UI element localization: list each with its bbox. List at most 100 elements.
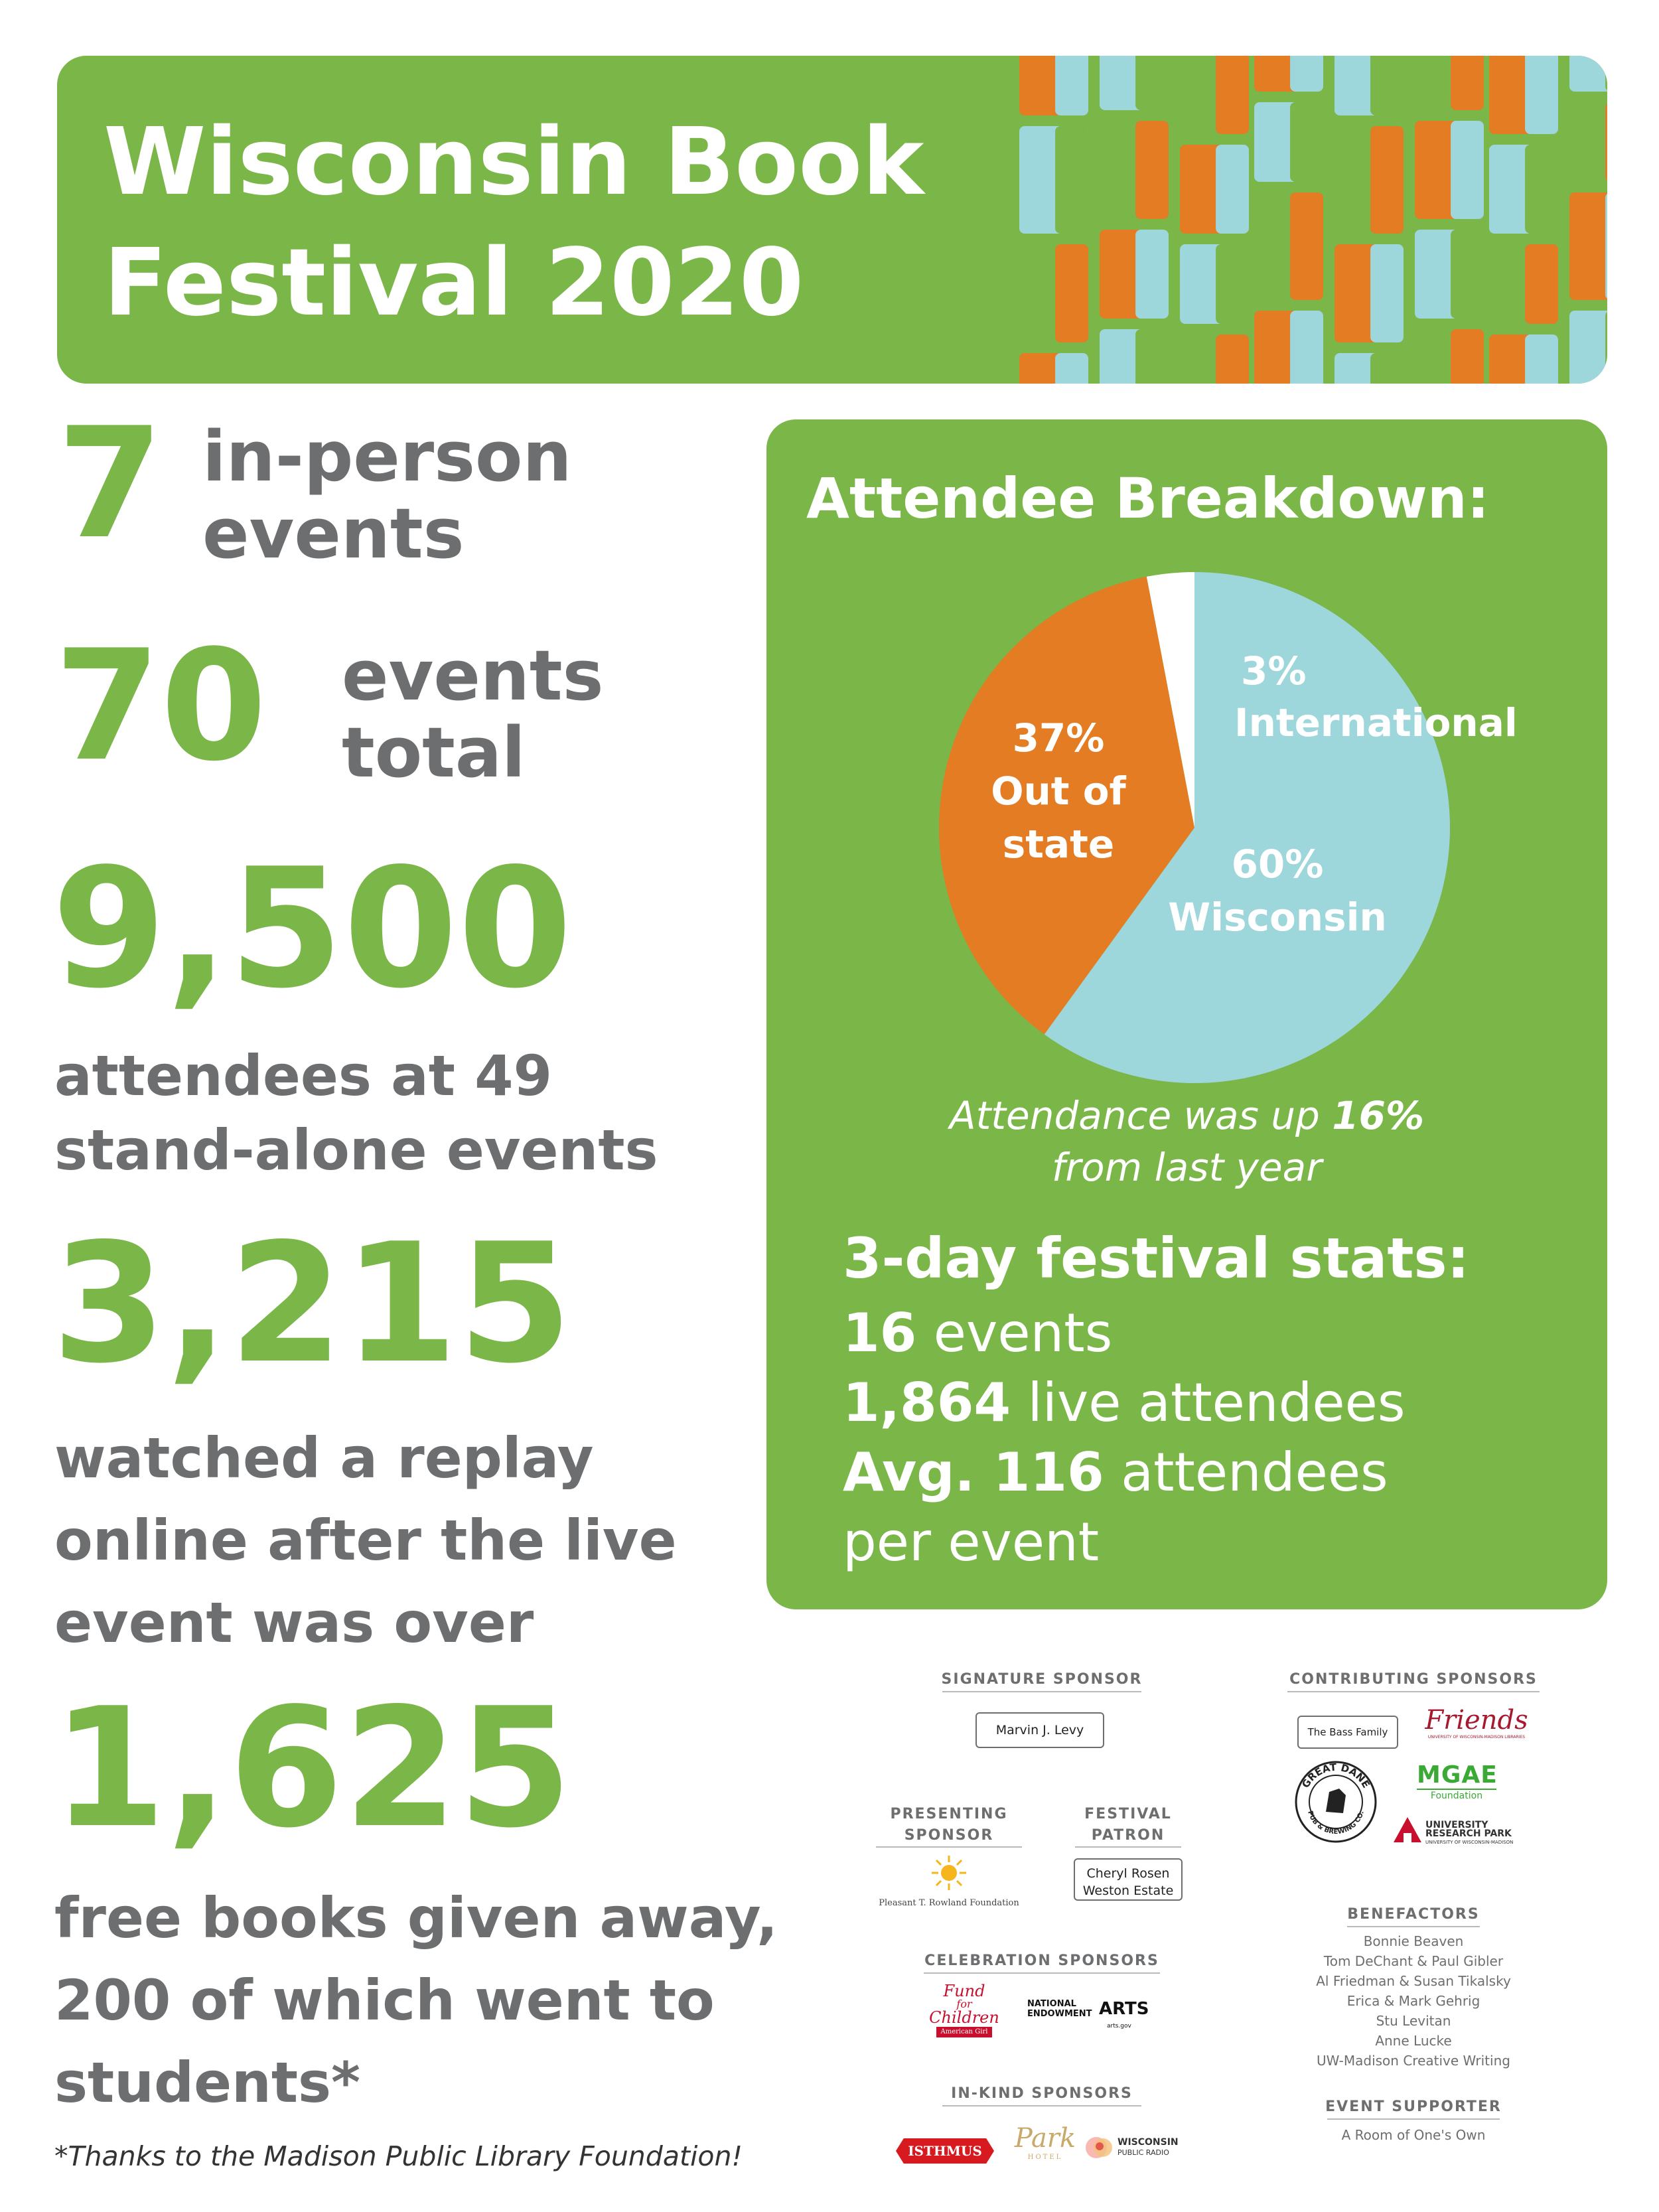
pattern-tile — [1180, 244, 1249, 324]
festival-avg-count: Avg. 116 — [843, 1441, 1104, 1503]
international-label: International — [1234, 700, 1518, 745]
benefactor-name: Erica & Mark Gehrig — [1346, 1993, 1480, 2009]
inperson-line-2: events — [202, 493, 465, 574]
mgae-subtext: Foundation — [1417, 1789, 1496, 1802]
event-supporter-name: A Room of One's Own — [1341, 2127, 1486, 2143]
attendee-breakdown-panel: Attendee Breakdown: 3% International 37%… — [766, 419, 1607, 1609]
urp-text-3: UNIVERSITY OF WISCONSIN-MADISON — [1425, 1840, 1514, 1845]
festival-stat-per-event: per event — [843, 1511, 1100, 1573]
festival-patron-box: Cheryl Rosen Weston Estate — [1074, 1858, 1183, 1901]
friends-logo: Friends UNIVERSITY OF WISCONSIN-MADISON … — [1417, 1706, 1536, 1740]
pattern-tile — [1019, 126, 1088, 234]
sun-logo-icon — [932, 1856, 966, 1890]
pattern-tile — [1569, 102, 1607, 182]
pattern-tile — [1415, 329, 1484, 384]
books-line-2: 200 of which went to — [54, 1968, 715, 2033]
festival-avg-label: attendees — [1104, 1441, 1388, 1503]
patron-heading-1: FESTIVAL — [1084, 1806, 1172, 1822]
pie-slice-wisconsin — [1044, 572, 1450, 1083]
fund-text-1: Fund — [943, 1982, 985, 2000]
replay-line-1: watched a replay — [54, 1426, 594, 1491]
attendees-number: 9,500 — [52, 834, 573, 1025]
park-hotel-logo: Park HOTEL — [1009, 2124, 1082, 2162]
divider — [1075, 1846, 1181, 1848]
breakdown-title: Attendee Breakdown: — [806, 466, 1490, 531]
title-line-2: Festival 2020 — [104, 229, 804, 337]
patron-heading-2: PATRON — [1091, 1827, 1165, 1844]
pattern-tile — [1489, 244, 1558, 324]
pattern-tile — [1100, 230, 1169, 319]
inkind-sponsors-heading: IN-KIND SPONSORS — [951, 2085, 1133, 2102]
pattern-tile — [1334, 126, 1404, 234]
pattern-tile — [1180, 56, 1249, 134]
bass-family-box: The Bass Family — [1297, 1716, 1398, 1749]
pattern-tile — [1100, 329, 1169, 384]
benefactor-name: UW-Madison Creative Writing — [1317, 2053, 1510, 2069]
festival-patron-heading: FESTIVAL PATRON — [1062, 1804, 1194, 1846]
nea-text-1: NATIONAL — [1027, 1999, 1076, 2009]
pattern-tile — [1334, 56, 1404, 115]
replay-line-3: event was over — [54, 1590, 534, 1655]
mgae-foundation-logo: MGAE Foundation — [1417, 1762, 1497, 1802]
festival-live-label: live attendees — [1011, 1372, 1406, 1434]
title-line-1: Wisconsin Book — [104, 108, 924, 216]
friends-subtext: UNIVERSITY OF WISCONSIN-MADISON LIBRARIE… — [1427, 1735, 1526, 1739]
pattern-tile — [1180, 145, 1249, 234]
pattern-tile — [1489, 334, 1558, 384]
nea-text-2: ENDOWMENT — [1027, 2009, 1092, 2019]
pattern-tile — [1415, 121, 1484, 219]
benefactor-name: Tom DeChant & Paul Gibler — [1323, 1953, 1504, 1969]
fund-text-2: for — [956, 1998, 972, 2010]
festival-events-label: events — [916, 1302, 1113, 1364]
wpr-circle-icon — [1086, 2137, 1112, 2158]
page-title: Wisconsin Book Festival 2020 — [104, 102, 924, 344]
attendee-pie-chart — [939, 572, 1450, 1083]
replay-label: watched a replay online after the live e… — [54, 1417, 677, 1664]
divider — [876, 1846, 1022, 1848]
inperson-number: 7 — [57, 396, 164, 573]
attendance-increase: 16% — [1332, 1093, 1425, 1138]
festival-stats-title: 3-day festival stats: — [843, 1226, 1470, 1291]
benefactors-heading: BENEFACTORS — [1347, 1906, 1480, 1923]
contributing-sponsors-heading: CONTRIBUTING SPONSORS — [1289, 1671, 1538, 1688]
signature-sponsor-box: Marvin J. Levy — [975, 1712, 1104, 1748]
divider — [942, 2105, 1141, 2106]
urp-text-1: UNIVERSITY — [1425, 1820, 1488, 1830]
benefactor-name: Al Friedman & Susan Tikalsky — [1316, 1973, 1511, 1989]
total-label: events total — [342, 637, 604, 791]
pattern-tile — [1569, 192, 1607, 300]
slice-label-international: 3% International — [1234, 645, 1606, 749]
total-line-2: total — [342, 712, 526, 793]
total-number: 70 — [54, 618, 267, 795]
pattern-tile — [1254, 56, 1323, 92]
divider — [942, 1691, 1141, 1692]
american-girl-badge: American Girl — [936, 2027, 992, 2037]
slice-label-out-of-state: 37% Out of state — [959, 711, 1158, 871]
divider — [1287, 1691, 1540, 1692]
pattern-tile — [1100, 56, 1169, 110]
presenting-heading-2: SPONSOR — [904, 1827, 994, 1844]
attendance-note-line-2: from last year — [1051, 1145, 1323, 1190]
benefactor-name: Stu Levitan — [1376, 2013, 1451, 2029]
urp-text-2: RESEARCH PARK — [1425, 1828, 1512, 1839]
great-dane-logo-icon: GREAT DANE PUB & BREWING CO. — [1295, 1761, 1377, 1843]
hotel-text: HOTEL — [1027, 2154, 1063, 2161]
pattern-tile — [1569, 311, 1607, 384]
attendance-note-text: Attendance was up — [949, 1093, 1333, 1138]
wisconsin-label: Wisconsin — [1168, 895, 1387, 940]
pattern-tile — [1019, 56, 1088, 115]
pie-slice-out-of — [939, 576, 1194, 1035]
pattern-tile — [1100, 121, 1169, 219]
friends-text: Friends — [1425, 1705, 1528, 1735]
patron-name-2: Weston Estate — [1082, 1883, 1174, 1898]
divider — [1327, 2118, 1500, 2120]
festival-live-count: 1,864 — [843, 1372, 1011, 1434]
attendance-note: Attendance was up 16% from last year — [766, 1090, 1607, 1193]
pattern-tile — [1180, 334, 1249, 384]
pattern-tile — [1254, 102, 1323, 182]
benefactor-name: Anne Lucke — [1375, 2033, 1452, 2049]
books-line-1: free books given away, — [54, 1885, 778, 1951]
books-number: 1,625 — [52, 1673, 573, 1864]
replay-number: 3,215 — [52, 1209, 573, 1400]
wpr-logo-text: WISCONSIN PUBLIC RADIO — [1118, 2137, 1179, 2158]
